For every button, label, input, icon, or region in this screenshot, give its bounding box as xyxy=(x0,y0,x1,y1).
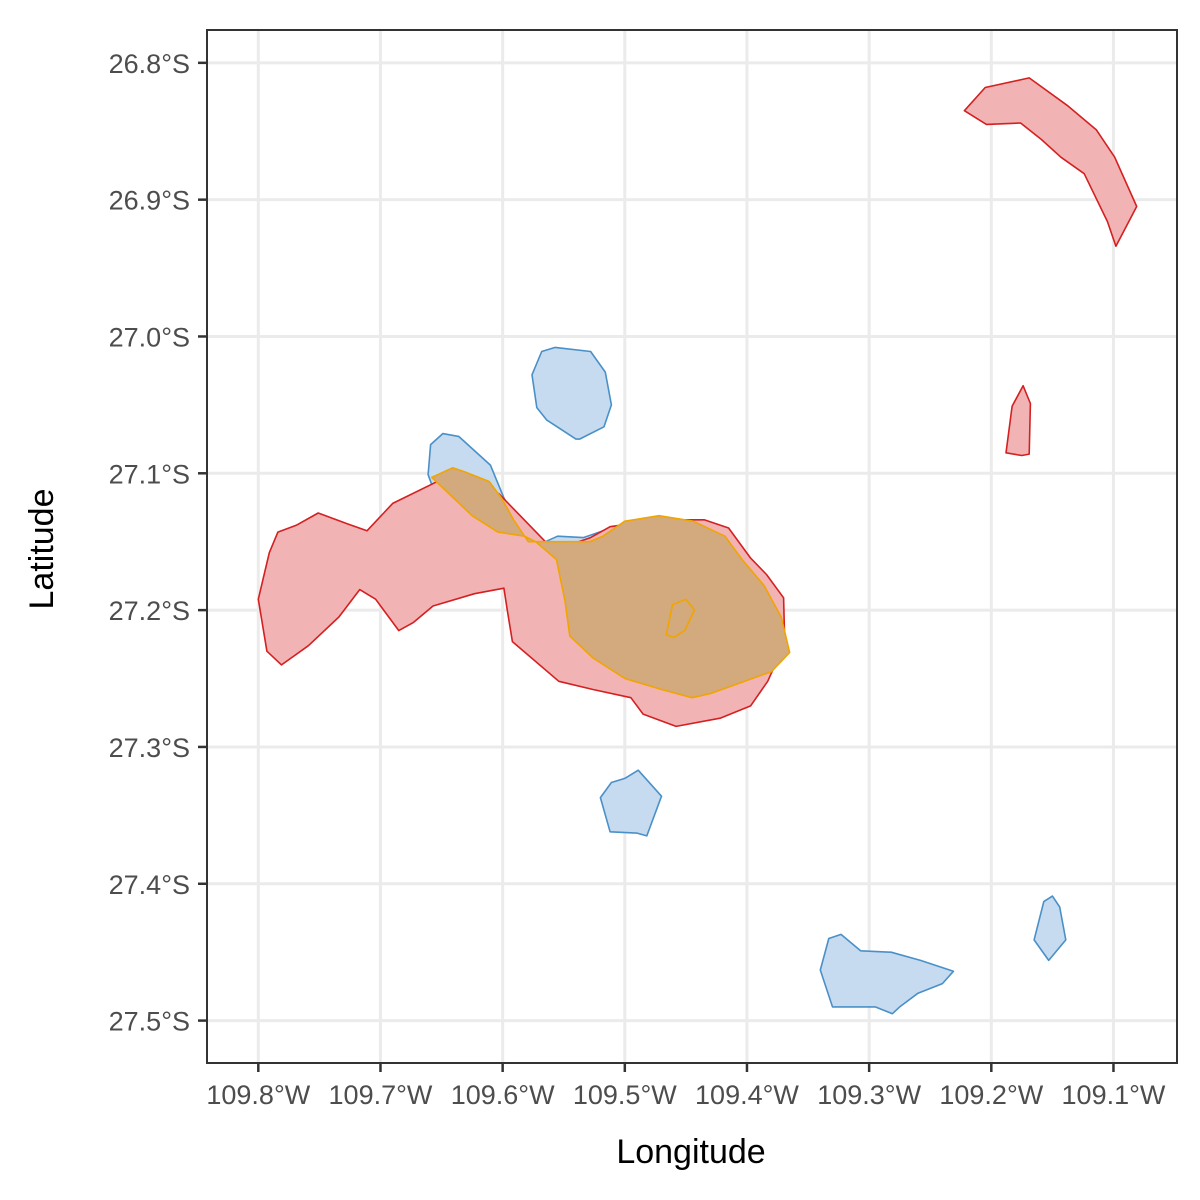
region-polygons xyxy=(257,77,1138,1015)
x-tick-label: 109.5°W xyxy=(573,1080,677,1110)
x-tick-label: 109.7°W xyxy=(329,1080,433,1110)
region-polygon xyxy=(1033,895,1067,962)
y-tick-label: 26.9°S xyxy=(109,186,190,216)
y-tick-label: 26.8°S xyxy=(109,49,190,79)
region-polygon xyxy=(599,769,663,837)
y-axis-title: Latitude xyxy=(23,489,61,610)
x-tick-label: 109.6°W xyxy=(451,1080,555,1110)
x-axis: 109.8°W 109.7°W 109.6°W 109.5°W 109.4°W 109.3… xyxy=(206,1063,1166,1110)
region-polygon xyxy=(1005,384,1032,457)
x-tick-label: 109.2°W xyxy=(939,1080,1043,1110)
y-axis: 26.8°S 26.9°S 27.0°S 27.1°S 27.2°S 27.3°S 27.4… xyxy=(109,49,207,1037)
x-axis-title: Longitude xyxy=(616,1133,765,1171)
x-tick-label: 109.4°W xyxy=(695,1080,799,1110)
y-tick-label: 27.0°S xyxy=(109,322,190,352)
panel-border xyxy=(206,29,1178,1064)
region-polygon xyxy=(430,466,791,699)
y-tick-label: 27.2°S xyxy=(109,596,190,626)
x-tick-label: 109.1°W xyxy=(1062,1080,1166,1110)
y-tick-label: 27.3°S xyxy=(109,733,190,763)
y-tick-label: 27.1°S xyxy=(109,459,190,489)
series-3 xyxy=(430,466,791,699)
y-tick-label: 27.4°S xyxy=(109,870,190,900)
y-tick-label: 27.5°S xyxy=(109,1007,190,1037)
region-polygon xyxy=(819,933,955,1015)
x-tick-label: 109.3°W xyxy=(817,1080,921,1110)
region-polygon xyxy=(531,346,613,440)
region-polygon xyxy=(963,77,1138,247)
x-tick-label: 109.8°W xyxy=(206,1080,310,1110)
region-polygon xyxy=(665,598,696,639)
